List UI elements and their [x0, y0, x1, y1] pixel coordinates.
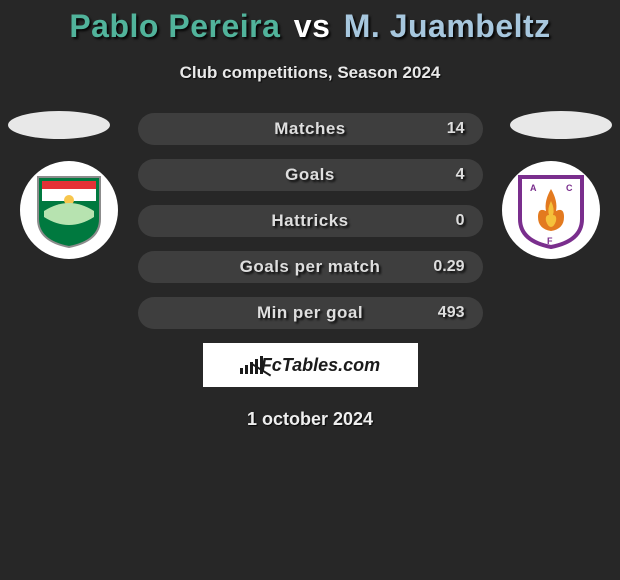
title-vs: vs	[294, 8, 331, 44]
stat-value-right: 0.29	[415, 258, 465, 276]
stat-row: Goals per match0.29	[138, 251, 483, 283]
stat-row: Hattricks0	[138, 205, 483, 237]
club-badge-right: A C F	[502, 161, 600, 259]
stat-value-right: 0	[415, 212, 465, 230]
club-crest-right-icon: A C F	[516, 171, 586, 249]
stat-label: Hattricks	[206, 211, 415, 231]
club-badge-left	[20, 161, 118, 259]
player-oval-left	[8, 111, 110, 139]
attribution-badge: FcTables.com	[203, 343, 418, 387]
subtitle: Club competitions, Season 2024	[0, 63, 620, 83]
stat-value-right: 493	[415, 304, 465, 322]
player-oval-right	[510, 111, 612, 139]
svg-text:C: C	[566, 183, 573, 193]
stat-label: Goals per match	[206, 257, 415, 277]
page-title: Pablo Pereira vs M. Juambeltz	[0, 0, 620, 45]
stat-row: Min per goal493	[138, 297, 483, 329]
attribution-text: FcTables.com	[261, 355, 380, 376]
stat-rows: Matches14 Goals4 Hattricks0 Goals per match…	[138, 113, 483, 329]
club-crest-left-icon	[34, 171, 104, 249]
title-player2: M. Juambeltz	[344, 8, 551, 44]
stat-value-right: 4	[415, 166, 465, 184]
stat-row: Matches14	[138, 113, 483, 145]
stat-row: Goals4	[138, 159, 483, 191]
stat-value-right: 14	[415, 120, 465, 138]
stat-label: Goals	[206, 165, 415, 185]
svg-text:A: A	[530, 183, 537, 193]
comparison-stage: A C F Matches14 Goals4 Hattricks0 Goals per…	[0, 113, 620, 329]
stat-label: Matches	[206, 119, 415, 139]
svg-text:F: F	[547, 236, 553, 246]
date-text: 1 october 2024	[0, 409, 620, 430]
stat-label: Min per goal	[206, 303, 415, 323]
title-player1: Pablo Pereira	[69, 8, 280, 44]
